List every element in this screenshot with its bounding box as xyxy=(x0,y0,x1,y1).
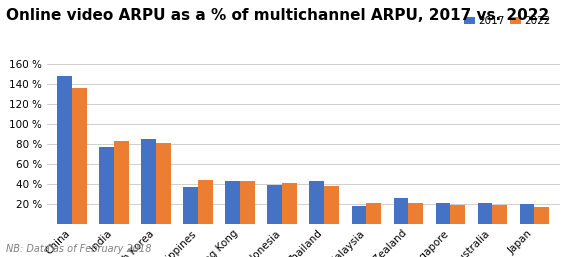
Bar xyxy=(366,203,381,224)
Bar xyxy=(394,198,408,224)
Text: Online video ARPU as a % of multichannel ARPU, 2017 vs. 2022: Online video ARPU as a % of multichannel… xyxy=(6,8,549,23)
Bar xyxy=(519,204,535,224)
Bar xyxy=(450,205,465,224)
Bar xyxy=(477,203,493,224)
Bar xyxy=(310,181,324,224)
Bar xyxy=(352,206,366,224)
Bar xyxy=(535,207,549,224)
Text: NB: Data as of February 2018: NB: Data as of February 2018 xyxy=(6,244,152,254)
Bar xyxy=(99,147,114,224)
Bar xyxy=(240,181,255,224)
Bar xyxy=(156,143,171,224)
Bar xyxy=(226,181,240,224)
Bar xyxy=(72,88,87,224)
Bar xyxy=(183,187,198,224)
Bar xyxy=(268,185,282,224)
Bar xyxy=(436,203,450,224)
Legend: 2017, 2022: 2017, 2022 xyxy=(460,12,554,30)
Bar xyxy=(114,141,129,224)
Bar xyxy=(493,205,507,224)
Bar xyxy=(198,180,213,224)
Bar xyxy=(282,183,297,224)
Bar xyxy=(57,76,72,224)
Bar xyxy=(324,186,339,224)
Bar xyxy=(141,139,156,224)
Bar xyxy=(408,203,423,224)
